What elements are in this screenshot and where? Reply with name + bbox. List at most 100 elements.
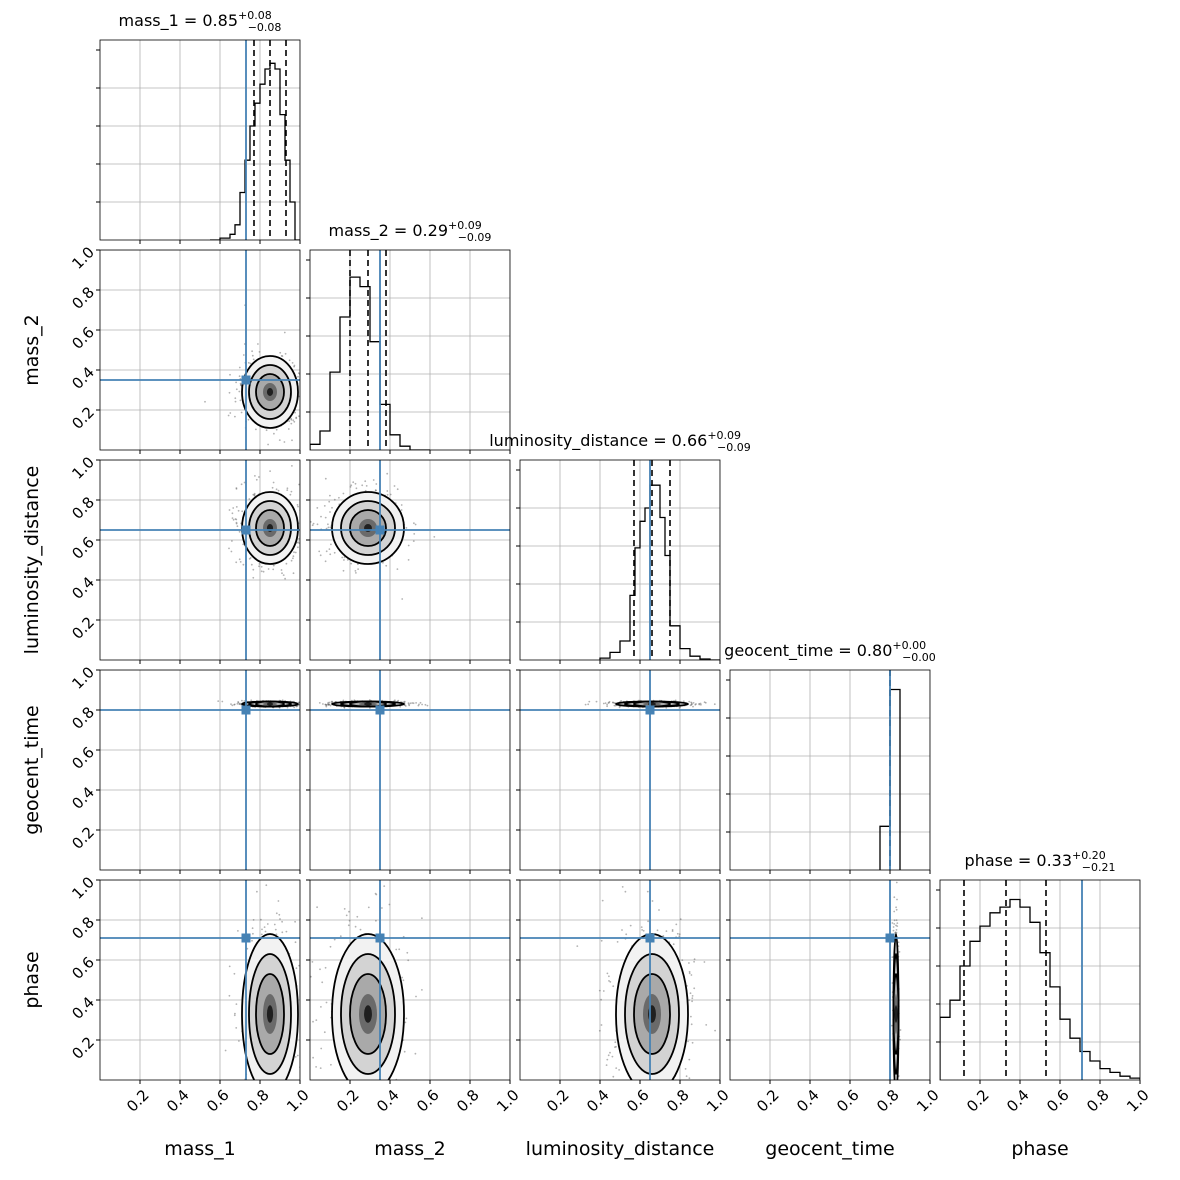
sample-point	[393, 485, 396, 487]
panel-frame	[309, 249, 511, 451]
sample-point	[243, 481, 246, 484]
sample-point	[688, 962, 690, 964]
sample-point	[342, 569, 345, 572]
sample-point	[272, 1131, 274, 1133]
x-tick-label: 0.8	[453, 1086, 483, 1116]
contour	[248, 364, 292, 420]
sample-point	[688, 999, 690, 1001]
sample-point	[403, 701, 405, 703]
sample-point	[233, 972, 236, 975]
sample-point	[418, 703, 420, 706]
sample-point	[311, 524, 314, 527]
y-tick-label: 0.2	[68, 403, 98, 433]
sample-point	[893, 919, 896, 922]
x-tick-label: 0.2	[123, 1086, 153, 1116]
sample-point	[674, 699, 677, 702]
sample-point	[232, 518, 235, 521]
sample-point	[286, 489, 289, 491]
sample-point	[604, 702, 607, 704]
sample-point	[382, 561, 384, 564]
sample-point	[386, 472, 389, 475]
sample-point	[295, 705, 298, 708]
sample-point	[297, 372, 300, 375]
sample-point	[294, 411, 296, 414]
sample-point	[265, 429, 268, 432]
sample-point	[354, 570, 357, 572]
y-tick-label: 0.8	[68, 493, 98, 523]
sample-point	[234, 400, 237, 403]
sample-point	[295, 416, 298, 419]
contour	[255, 509, 285, 547]
contour	[255, 973, 285, 1055]
contour	[331, 491, 405, 565]
sample-point	[239, 561, 242, 563]
sample-point	[289, 493, 292, 496]
sample-point	[237, 701, 240, 704]
sample-point	[407, 559, 410, 561]
sample-point	[301, 703, 303, 705]
sample-point	[261, 447, 263, 449]
panel-frame	[99, 249, 301, 451]
sample-point	[347, 924, 350, 927]
histogram-mass_1	[210, 62, 300, 240]
sample-point	[896, 1110, 898, 1112]
sample-point	[896, 922, 899, 924]
panel-frame	[729, 669, 931, 871]
sample-point	[892, 926, 895, 928]
sample-point	[360, 1106, 362, 1108]
sample-point	[402, 979, 405, 982]
sample-point	[250, 699, 253, 702]
sample-point	[665, 707, 668, 709]
sample-point	[369, 707, 371, 709]
sample-point	[236, 525, 239, 528]
sample-point	[277, 900, 280, 902]
sample-point	[279, 918, 281, 920]
sample-point	[612, 985, 615, 988]
y-tick-label: 0.2	[68, 1033, 98, 1063]
sample-point	[325, 704, 328, 706]
sample-point	[408, 703, 410, 706]
contour	[331, 933, 405, 1080]
sample-point	[294, 941, 297, 944]
sample-point	[301, 514, 303, 516]
sample-point	[606, 1058, 609, 1061]
y-tick-label: 1.0	[68, 453, 98, 483]
sample-point	[319, 554, 322, 557]
sample-point	[329, 526, 332, 529]
sample-point	[693, 960, 695, 963]
sample-point	[279, 1111, 281, 1113]
sample-point	[381, 907, 383, 909]
sample-point	[293, 551, 295, 554]
sample-point	[232, 507, 235, 509]
sample-point	[282, 1109, 284, 1111]
sample-point	[303, 538, 305, 540]
sample-point	[365, 1087, 367, 1089]
sample-point	[646, 890, 649, 893]
sample-point	[356, 915, 359, 918]
truth-marker	[645, 705, 655, 715]
sample-point	[284, 577, 286, 580]
sample-point	[357, 568, 359, 570]
sample-point	[426, 704, 429, 707]
sample-point	[329, 553, 332, 556]
sample-point	[608, 975, 610, 978]
sample-point	[303, 392, 305, 394]
sample-point	[362, 1142, 364, 1144]
sample-point	[329, 704, 332, 707]
contour	[340, 953, 396, 1075]
sample-point	[238, 558, 241, 561]
panel-plot-area	[100, 670, 303, 870]
sample-point	[688, 1058, 691, 1061]
y-tick-label: 0.8	[68, 283, 98, 313]
sample-point	[239, 399, 242, 402]
x-axis-label-mass_2: mass_2	[374, 1138, 446, 1160]
x-axis-label-mass_1: mass_1	[164, 1138, 236, 1160]
sample-point	[690, 1015, 692, 1018]
sample-point	[265, 884, 268, 887]
sample-point	[703, 701, 706, 704]
sample-point	[314, 376, 316, 378]
title-main: luminosity_distance = 0.66	[489, 431, 707, 451]
sample-point	[693, 1088, 695, 1090]
sample-point	[285, 562, 288, 565]
sample-point	[281, 1097, 283, 1099]
